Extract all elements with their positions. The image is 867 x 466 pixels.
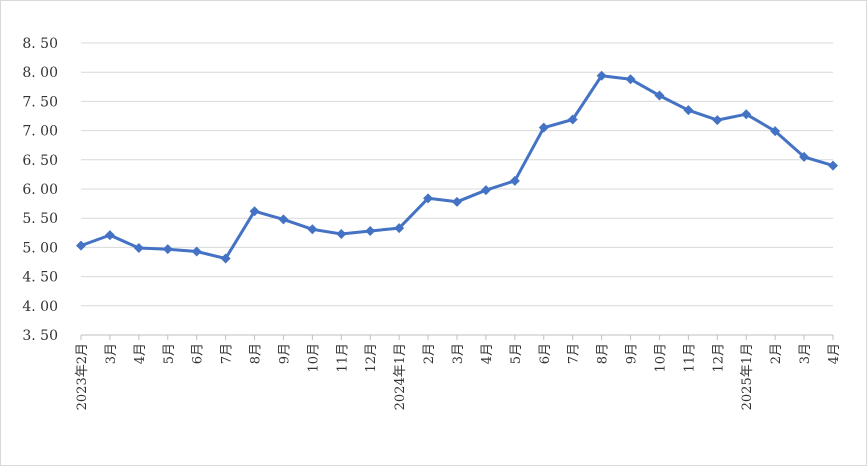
data-point <box>683 105 694 116</box>
y-tick-label: 6. 50 <box>22 153 58 169</box>
data-point <box>828 160 838 171</box>
y-tick-label: 5. 50 <box>22 211 58 227</box>
data-point <box>162 244 173 255</box>
x-tick-label: 2024年1月 <box>393 343 408 410</box>
x-tick-label: 3月 <box>104 343 119 364</box>
x-tick-label: 10月 <box>306 343 321 373</box>
x-tick-label: 11月 <box>335 343 350 373</box>
x-tick-label: 11月 <box>682 343 697 373</box>
data-point <box>741 109 752 120</box>
data-point <box>278 214 289 225</box>
y-tick-label: 4. 00 <box>22 299 58 315</box>
data-point <box>133 242 144 253</box>
x-tick-label: 2023年2月 <box>75 343 90 410</box>
data-point <box>307 224 318 235</box>
x-tick-label: 2月 <box>769 343 784 364</box>
data-point <box>799 151 810 162</box>
x-tick-label: 12月 <box>364 343 379 373</box>
data-point <box>336 228 347 239</box>
data-point <box>104 230 115 241</box>
data-point <box>220 253 231 264</box>
x-tick-label: 6月 <box>191 343 206 364</box>
y-tick-label: 6. 00 <box>22 182 58 198</box>
data-point <box>712 115 723 126</box>
data-point <box>76 240 86 251</box>
x-tick-label: 5月 <box>509 343 524 364</box>
x-tick-label: 8月 <box>596 343 611 364</box>
data-point <box>567 114 578 125</box>
x-tick-label: 4月 <box>480 343 495 364</box>
x-tick-label: 6月 <box>538 343 553 364</box>
data-point <box>596 70 607 81</box>
x-tick-label: 7月 <box>567 343 582 364</box>
data-point <box>423 193 434 204</box>
x-tick-label: 4月 <box>133 343 148 364</box>
y-tick-label: 4. 50 <box>22 270 58 286</box>
data-point <box>191 246 202 257</box>
data-point <box>538 122 549 133</box>
y-tick-label: 5. 00 <box>22 240 58 256</box>
x-tick-label: 4月 <box>827 343 842 364</box>
x-tick-label: 3月 <box>451 343 466 364</box>
data-point <box>770 126 781 137</box>
data-point <box>365 226 376 237</box>
data-point <box>625 74 636 85</box>
x-tick-label: 2025年1月 <box>740 343 755 410</box>
series-line <box>80 74 834 260</box>
x-tick-label: 5月 <box>162 343 177 364</box>
y-tick-label: 3. 50 <box>22 328 58 344</box>
x-tick-label: 7月 <box>220 343 235 364</box>
y-tick-label: 7. 50 <box>22 94 58 110</box>
x-tick-label: 2月 <box>422 343 437 364</box>
data-point <box>654 90 665 101</box>
data-point <box>249 206 260 217</box>
x-tick-label: 3月 <box>798 343 813 364</box>
y-tick-label: 8. 00 <box>22 65 58 81</box>
x-tick-label: 10月 <box>653 343 668 373</box>
y-tick-label: 8. 50 <box>22 36 58 52</box>
data-point <box>480 185 491 196</box>
data-point <box>394 223 405 234</box>
x-tick-label: 8月 <box>249 343 264 364</box>
x-tick-label: 9月 <box>625 343 640 364</box>
data-point <box>452 196 462 207</box>
x-tick-label: 12月 <box>711 343 726 373</box>
y-tick-label: 7. 00 <box>22 124 58 140</box>
x-tick-label: 9月 <box>277 343 292 364</box>
